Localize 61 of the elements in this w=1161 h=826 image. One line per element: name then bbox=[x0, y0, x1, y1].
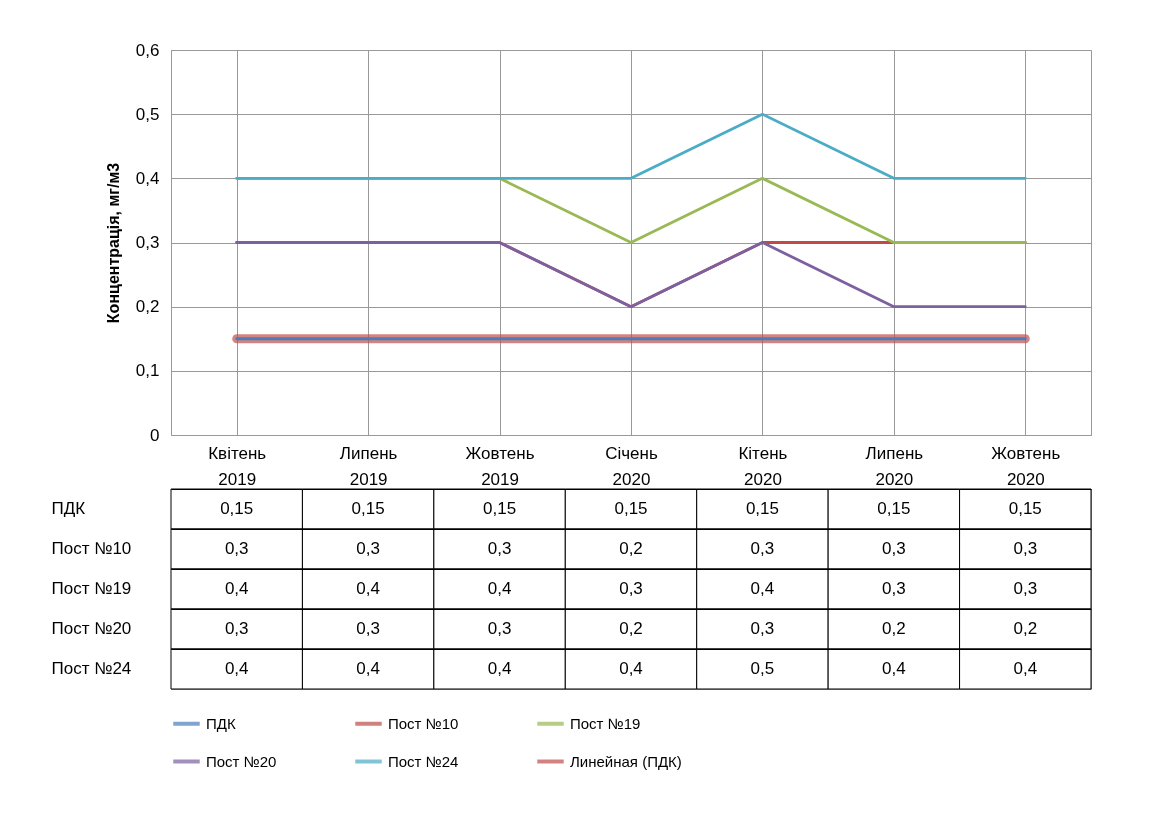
data-label: 0,4 bbox=[356, 659, 380, 678]
data-label: 0,2 bbox=[619, 539, 643, 558]
data-label: 0,3 bbox=[882, 539, 906, 558]
data-label: 0,15 bbox=[220, 499, 254, 518]
data-label: 0,5 bbox=[750, 659, 775, 678]
legend-label: Пост №10 bbox=[388, 714, 459, 732]
y-tick-label: 0,3 bbox=[135, 233, 160, 252]
legend-label: Пост №19 bbox=[570, 714, 641, 732]
data-label: 0,3 bbox=[619, 579, 643, 598]
legend-label: Пост №24 bbox=[388, 752, 459, 770]
y-axis-title: Концентрація, мг/м3 bbox=[104, 162, 122, 324]
data-label: 0,3 bbox=[356, 619, 380, 638]
x-tick-label: Кітень 2020 bbox=[738, 443, 788, 489]
data-label: 0,15 bbox=[877, 499, 911, 518]
data-label: 0,4 bbox=[356, 579, 380, 598]
y-tick-label: 0,4 bbox=[135, 168, 160, 188]
data-label: 0,3 bbox=[487, 619, 512, 638]
data-label: 0,3 bbox=[882, 579, 906, 598]
y-tick-label: 0 bbox=[150, 425, 160, 445]
legend-label: ПДК bbox=[206, 714, 236, 732]
data-label: 0,15 bbox=[351, 499, 385, 518]
data-label: 0,4 bbox=[224, 659, 249, 678]
text: ПДК bbox=[51, 499, 86, 518]
data-label: 0,4 bbox=[750, 579, 775, 598]
data-label: 0,3 bbox=[224, 619, 249, 638]
data-label: 0,4 bbox=[487, 579, 512, 598]
data-label: 0,15 bbox=[614, 499, 648, 518]
data-label: 0,4 bbox=[882, 659, 906, 678]
data-label: 0,3 bbox=[224, 539, 249, 558]
data-label: 0,15 bbox=[1008, 499, 1042, 518]
text: Пост №19 bbox=[51, 579, 132, 598]
text: Пост №10 bbox=[51, 539, 132, 558]
y-tick-label: 0,5 bbox=[135, 104, 160, 124]
legend-label: Пост №20 bbox=[206, 752, 277, 770]
data-label: 0,3 bbox=[487, 539, 512, 558]
data-label: 0,4 bbox=[487, 659, 512, 678]
x-tick-label: Липень 2020 bbox=[865, 443, 924, 489]
x-tick-label: Квітень 2019 bbox=[208, 443, 267, 489]
text: Пост №24 bbox=[51, 659, 132, 678]
data-label: 0,15 bbox=[483, 499, 517, 518]
data-label: 0,4 bbox=[1013, 659, 1038, 678]
data-label: 0,3 bbox=[1013, 539, 1038, 558]
data-label: 0,2 bbox=[619, 619, 643, 638]
y-tick-label: 0,2 bbox=[135, 297, 160, 317]
data-label: 0,15 bbox=[745, 499, 779, 518]
x-tick-label: Жовтень 2020 bbox=[991, 443, 1061, 489]
data-label: 0,4 bbox=[619, 659, 643, 678]
text: Пост №20 bbox=[51, 619, 132, 638]
data-label: 0,2 bbox=[1013, 619, 1038, 638]
data-label: 0,3 bbox=[750, 539, 775, 558]
data-label: 0,3 bbox=[356, 539, 380, 558]
x-tick-label: Жовтень 2019 bbox=[465, 443, 535, 489]
y-tick-label: 0,6 bbox=[135, 40, 160, 60]
data-label: 0,3 bbox=[750, 619, 775, 638]
x-tick-label: Липень 2019 bbox=[339, 443, 398, 489]
legend-label: Линейная (ПДК) bbox=[570, 752, 682, 770]
data-label: 0,2 bbox=[882, 619, 906, 638]
data-label: 0,4 bbox=[224, 579, 249, 598]
x-tick-label: Січень 2020 bbox=[605, 443, 658, 489]
data-label: 0,3 bbox=[1013, 579, 1038, 598]
y-tick-label: 0,1 bbox=[135, 361, 160, 381]
